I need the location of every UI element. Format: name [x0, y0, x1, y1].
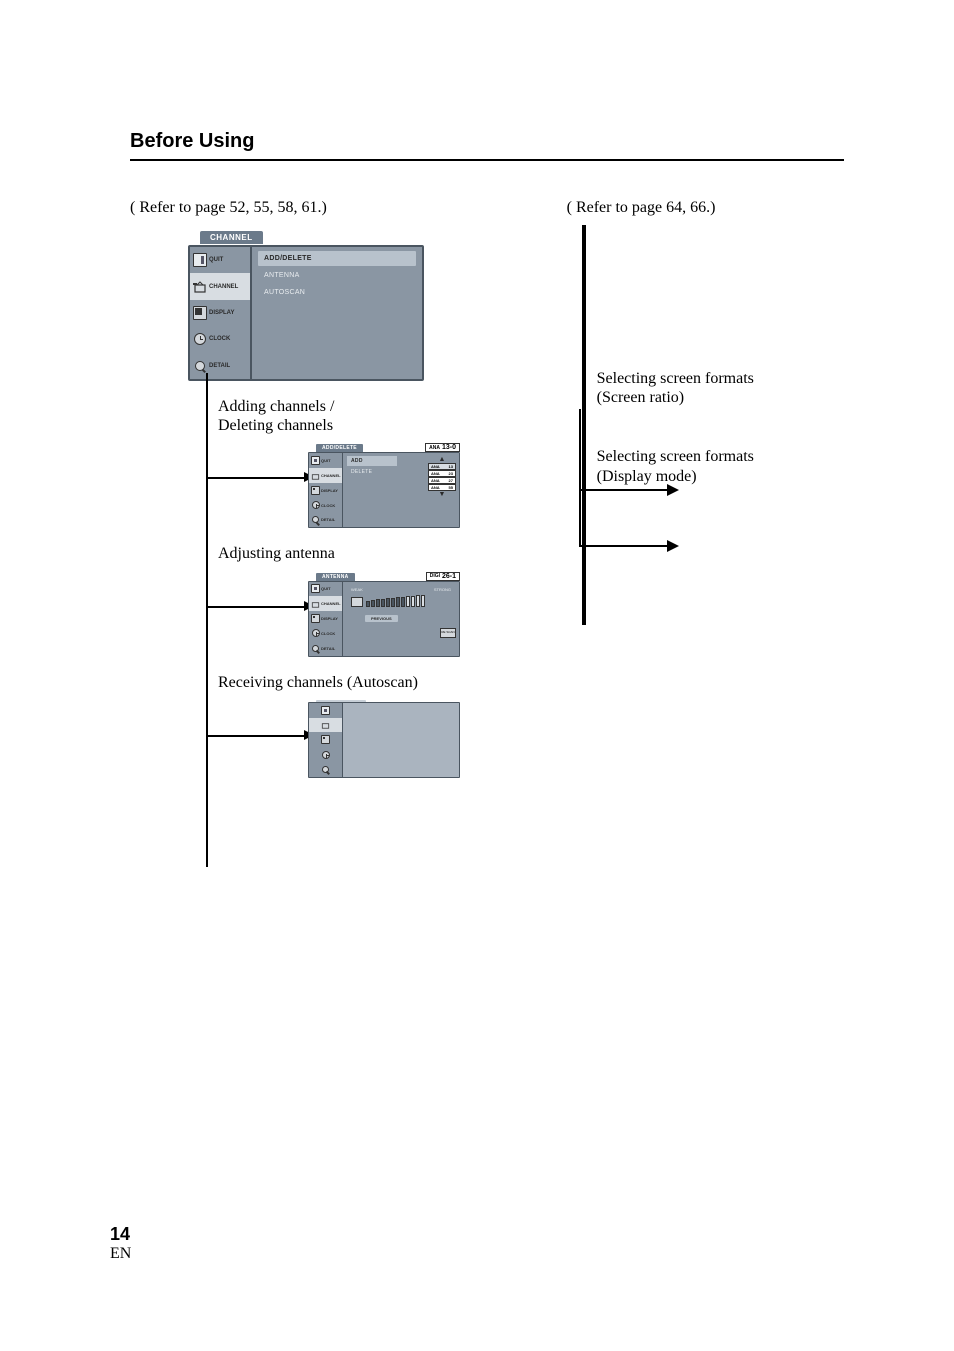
- sidebar-display-label: DISPLAY: [209, 310, 234, 316]
- page-number: 14: [110, 1224, 131, 1245]
- sidebar: QUIT CHANNEL DISPLAY: [190, 247, 252, 379]
- connector-v2: [579, 487, 581, 545]
- display-icon: [193, 306, 207, 320]
- menu-add-delete[interactable]: ADD/DELETE: [258, 251, 416, 266]
- sub3-label: Receiving channels (Autoscan): [218, 673, 487, 692]
- menu-antenna[interactable]: ANTENNA: [258, 268, 416, 283]
- right-vertical-bar: [582, 225, 586, 625]
- sidebar-clock-label: CLOCK: [209, 336, 230, 342]
- sidebar-quit[interactable]: QUIT: [190, 247, 250, 273]
- rescan-button[interactable]: RE SCAN: [440, 628, 456, 638]
- autoscan-panel: [308, 700, 460, 778]
- detail-icon: [322, 766, 329, 773]
- weak-label: WEAK: [351, 587, 363, 592]
- clock-icon: [312, 629, 320, 637]
- channel-badge-1: ANA 13-0: [425, 443, 460, 452]
- quit-icon: [321, 706, 330, 715]
- tv-icon: [351, 597, 363, 607]
- sub-delete[interactable]: DELETE: [347, 467, 397, 477]
- autoscan-tab: [316, 700, 366, 702]
- sidebar-detail[interactable]: DETAIL: [190, 353, 250, 379]
- previous-button[interactable]: PREVIOUS: [365, 615, 398, 622]
- right-refer-text: ( Refer to page 64, 66.): [567, 199, 844, 217]
- channel-badge-2: DIGI 26-1: [426, 572, 460, 581]
- sidebar-clock[interactable]: CLOCK: [190, 326, 250, 352]
- channel-tab: CHANNEL: [200, 231, 263, 244]
- display-icon: [321, 735, 330, 744]
- arrow-icon-1: [667, 484, 679, 496]
- title-underline: [130, 159, 844, 161]
- display-icon: [311, 614, 320, 623]
- add-delete-panel: ADD/DELETE ANA 13-0 QUIT CHANNEL DISPLAY…: [308, 443, 460, 528]
- sub2-label: Adjusting antenna: [218, 544, 487, 563]
- quit-icon: [193, 253, 207, 267]
- left-refer-text: ( Refer to page 52, 55, 58, 61.): [130, 199, 487, 217]
- list-item[interactable]: ANA13: [428, 463, 456, 470]
- quit-icon: [311, 584, 320, 593]
- add-delete-tab: ADD/DELETE: [316, 444, 363, 452]
- detail-icon: [312, 645, 319, 652]
- connector-h1: [579, 489, 669, 491]
- connector-v1: [579, 409, 581, 489]
- language-code: EN: [110, 1245, 131, 1263]
- menu-autoscan[interactable]: AUTOSCAN: [258, 285, 416, 300]
- tree-h1: [206, 477, 306, 479]
- detail-icon: [195, 361, 205, 371]
- quit-icon: [311, 456, 320, 465]
- sidebar-detail-label: DETAIL: [209, 363, 230, 369]
- channel-icon: [321, 720, 330, 729]
- clock-icon: [322, 751, 330, 759]
- antenna-panel: ANTENNA DIGI 26-1 QUIT CHANNEL DISPLAY C…: [308, 572, 460, 657]
- list-item[interactable]: ANA27: [428, 477, 456, 484]
- list-item[interactable]: ANA23: [428, 470, 456, 477]
- channel-list: ▲ ANA13 ANA23 ANA27 ANA55 ▼: [428, 456, 456, 498]
- clock-icon: [194, 333, 206, 345]
- strong-label: STRONG: [434, 587, 451, 592]
- sub-add[interactable]: ADD: [347, 456, 397, 466]
- up-arrow-icon[interactable]: ▲: [428, 456, 456, 463]
- sidebar-channel-label: CHANNEL: [209, 284, 238, 290]
- sidebar-channel[interactable]: CHANNEL: [190, 273, 250, 299]
- connector-h2: [579, 545, 669, 547]
- right-box2-label: Selecting screen formats (Display mode): [597, 447, 844, 485]
- sub1-label: Adding channels / Deleting channels: [218, 397, 487, 435]
- channel-menu-panel: CHANNEL QUIT CHANNEL: [188, 227, 424, 381]
- tree-h2: [206, 606, 306, 608]
- right-box1-label: Selecting screen formats (Screen ratio): [597, 369, 844, 407]
- channel-icon: [311, 471, 320, 480]
- antenna-tab: ANTENNA: [316, 573, 355, 581]
- display-icon: [311, 486, 320, 495]
- arrow-icon-2: [667, 540, 679, 552]
- channel-icon: [193, 280, 207, 294]
- signal-strength-bar: [347, 593, 455, 607]
- detail-icon: [312, 516, 319, 523]
- menu-list: ADD/DELETE ANTENNA AUTOSCAN: [252, 247, 422, 379]
- section-title: Before Using: [130, 130, 844, 159]
- sidebar-quit-label: QUIT: [209, 257, 223, 263]
- page-footer: 14 EN: [110, 1224, 131, 1263]
- channel-icon: [311, 599, 320, 608]
- down-arrow-icon[interactable]: ▼: [428, 491, 456, 498]
- tree-h3: [206, 735, 306, 737]
- clock-icon: [312, 501, 320, 509]
- sidebar-display[interactable]: DISPLAY: [190, 300, 250, 326]
